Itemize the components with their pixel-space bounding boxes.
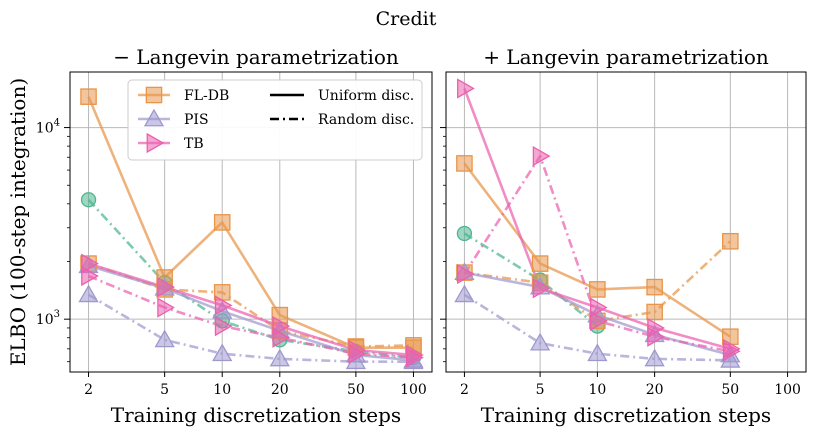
right-point-6-1: [532, 145, 551, 167]
left-point-4-2: [212, 343, 233, 362]
right-point-6-4: [722, 341, 741, 362]
y-axis-label: ELBO (100-step integration): [6, 78, 30, 366]
right-point-2-4: [722, 232, 739, 250]
left-point-5-1: [157, 276, 175, 298]
legend-method-label-2: TB: [184, 136, 204, 152]
legend: FL-DB PIS TB Uniform disc. Random disc.: [127, 79, 423, 161]
left-y-tick-label-exp: 3: [54, 309, 60, 320]
left-series-line-1: [87, 96, 414, 350]
left-point-1-0: [80, 88, 97, 105]
left-x-tick-label-2: 10: [213, 382, 231, 398]
right-series-line-4: [463, 293, 731, 362]
legend-method-marker-2: [146, 132, 165, 154]
right-point-1-1: [531, 255, 549, 272]
left-x-tick-label-4: 50: [347, 382, 365, 398]
legend-method-marker-0: [145, 86, 163, 104]
legend-style-label-1: Random disc.: [318, 112, 414, 128]
panel-right-title: + Langevin parametrization: [483, 45, 769, 69]
left-point-4-0: [78, 284, 99, 303]
left-point-6-2: [214, 315, 233, 337]
left-point-4-1: [154, 329, 175, 348]
legend-method-label-0: FL-DB: [184, 88, 229, 104]
left-x-tick-label-0: 2: [84, 382, 93, 398]
left-series-line-0: [87, 198, 414, 359]
x-axis-label-right: Training discretization steps: [481, 403, 771, 427]
figure-suptitle: Credit: [376, 8, 437, 30]
right-point-6-0: [457, 263, 475, 285]
panel-left-title: − Langevin parametrization: [113, 45, 399, 69]
left-point-4-3: [269, 348, 290, 367]
left-point-6-5: [406, 347, 424, 368]
x-axis-label-left: Training discretization steps: [111, 403, 401, 427]
left-x-tick-label-1: 5: [160, 382, 169, 398]
left-series-line-6: [88, 274, 414, 359]
left-y-tick-label-0: 103: [36, 309, 60, 328]
right-point-2-3: [646, 303, 663, 321]
right-point-4-2: [587, 343, 608, 362]
right-x-tick-label-1: 5: [536, 382, 545, 398]
legend-method-label-1: PIS: [184, 112, 209, 128]
right-point-6-3: [647, 326, 665, 347]
legend-method-marker-1: [143, 108, 165, 127]
left-point-1-2: [213, 214, 231, 231]
right-axes-frame: [445, 71, 807, 373]
left-x-tick-label-5: 100: [400, 382, 427, 398]
left-x-tick-label-3: 20: [271, 382, 289, 398]
left-series-line-2: [88, 262, 414, 348]
left-point-6-4: [348, 343, 367, 364]
right-point-5-0: [457, 78, 475, 99]
right-point-0-0: [456, 225, 473, 242]
right-point-1-2: [589, 281, 606, 298]
left-series-line-3: [88, 264, 414, 362]
right-point-1-3: [646, 278, 663, 296]
left-point-0-0: [80, 192, 97, 208]
right-x-tick-label-0: 2: [460, 382, 469, 398]
right-x-tick-label-3: 20: [646, 382, 664, 398]
right-x-tick-label-5: 100: [774, 382, 801, 398]
left-point-6-1: [157, 297, 175, 318]
right-point-5-1: [532, 278, 551, 299]
left-series-line-5: [88, 262, 414, 357]
left-point-6-3: [272, 327, 291, 348]
legend-style-label-0: Uniform disc.: [318, 88, 414, 104]
left-y-tick-label-1: 104: [36, 118, 60, 137]
right-x-tick-label-2: 10: [588, 382, 606, 398]
right-point-1-0: [456, 155, 473, 172]
right-series-line-0: [463, 232, 599, 328]
left-point-6-0: [81, 265, 99, 287]
right-point-4-3: [644, 348, 665, 367]
left-y-tick-label-exp: 4: [54, 118, 60, 129]
left-point-5-2: [214, 295, 233, 316]
right-point-4-0: [454, 284, 475, 303]
left-point-5-0: [81, 253, 99, 274]
right-point-4-1: [529, 332, 551, 351]
right-point-5-2: [589, 297, 608, 318]
right-x-tick-label-4: 50: [721, 382, 739, 398]
panel-right: 2 5 10 20 50 100: [440, 71, 807, 398]
right-series-line-6: [463, 154, 731, 353]
left-axes-frame: [69, 71, 433, 373]
left-y-tick-label-base: 10: [36, 312, 54, 328]
left-y-tick-label-base: 10: [36, 121, 54, 137]
right-point-6-2: [589, 310, 608, 331]
